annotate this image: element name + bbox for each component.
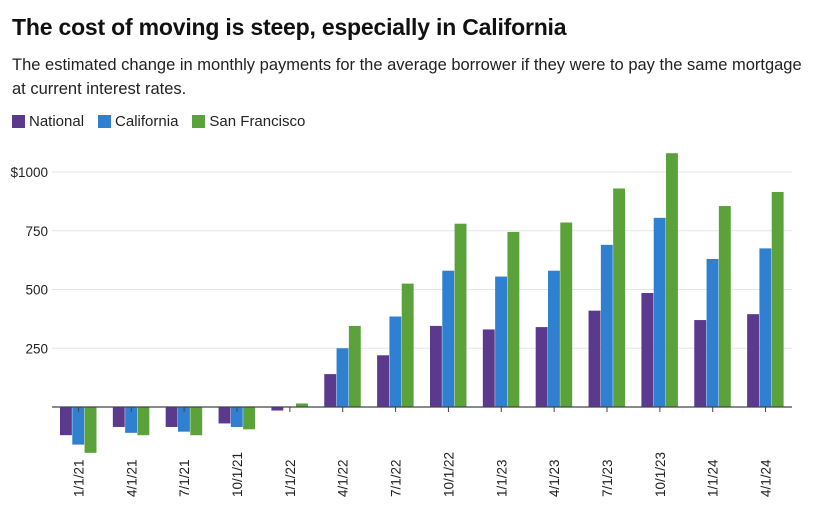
legend-label-national: National: [29, 113, 85, 130]
bar-national-4-1-23: [535, 327, 548, 407]
bar-california-7-1-22: [389, 316, 402, 407]
bar-san-francisco-1-1-23: [507, 231, 520, 407]
bar-national-10-1-21: [218, 407, 231, 424]
legend-swatch-california: [98, 115, 112, 128]
bar-california-4-1-22: [336, 348, 349, 407]
bar-california-4-1-23: [547, 270, 560, 407]
bar-national-4-1-22: [324, 374, 337, 407]
bar-national-10-1-23: [641, 293, 654, 407]
bar-california-7-1-21: [177, 407, 190, 432]
bar-san-francisco-4-1-22: [348, 325, 361, 407]
bar-san-francisco-7-1-21: [190, 407, 203, 436]
bar-national-7-1-23: [588, 310, 601, 407]
legend: National California San Francisco: [12, 113, 305, 130]
bar-california-10-1-22: [442, 270, 455, 407]
bar-national-4-1-21: [112, 407, 125, 427]
bar-san-francisco-4-1-24: [771, 191, 784, 407]
x-tick-label-4-1-23: 4/1/23: [547, 459, 562, 497]
x-tick-label-1-1-24: 1/1/24: [706, 459, 721, 497]
chart-title: The cost of moving is steep, especially …: [12, 14, 567, 40]
bar-california-1-1-23: [495, 276, 508, 407]
bar-san-francisco-1-1-24: [718, 206, 731, 407]
y-tick-label-750: 750: [25, 224, 48, 239]
legend-swatch-san-francisco: [192, 115, 206, 128]
x-tick-label-10-1-22: 10/1/22: [441, 452, 456, 497]
legend-item-san-francisco: San Francisco: [192, 113, 305, 130]
x-tick-label-7-1-23: 7/1/23: [600, 459, 615, 497]
legend-item-california: California: [98, 113, 178, 130]
x-tick-label-1-1-21: 1/1/21: [71, 459, 86, 497]
legend-label-san-francisco: San Francisco: [209, 113, 306, 130]
bar-california-10-1-23: [653, 217, 666, 407]
bar-national-7-1-22: [377, 355, 390, 407]
bar-san-francisco-7-1-23: [613, 188, 626, 407]
x-tick-label-4-1-24: 4/1/24: [759, 459, 774, 497]
x-tick-label-1-1-23: 1/1/23: [494, 459, 509, 497]
bar-national-1-1-23: [482, 329, 495, 407]
bar-california-1-1-24: [706, 258, 719, 407]
bar-california-4-1-21: [125, 407, 138, 433]
bar-california-1-1-21: [72, 407, 85, 445]
x-tick-label-7-1-22: 7/1/22: [389, 459, 404, 497]
bar-national-1-1-21: [59, 407, 72, 436]
bar-national-10-1-22: [429, 325, 442, 407]
y-tick-label-500: 500: [25, 283, 48, 298]
legend-item-national: National: [12, 113, 84, 130]
legend-swatch-national: [12, 115, 25, 128]
x-tick-label-1-1-22: 1/1/22: [283, 459, 298, 497]
x-tick-label-4-1-21: 4/1/21: [124, 459, 139, 497]
legend-label-california: California: [115, 113, 179, 130]
x-tick-label-4-1-22: 4/1/22: [336, 459, 351, 497]
y-tick-label-250: 250: [25, 341, 48, 356]
bar-san-francisco-10-1-21: [243, 407, 256, 430]
bar-san-francisco-1-1-22: [296, 403, 308, 407]
bar-san-francisco-4-1-23: [560, 222, 573, 407]
x-tick-label-7-1-21: 7/1/21: [177, 459, 192, 497]
bar-national-1-1-22: [271, 407, 284, 411]
bar-san-francisco-10-1-23: [666, 153, 678, 407]
bar-national-7-1-21: [165, 407, 178, 427]
bar-california-10-1-21: [230, 407, 243, 427]
bar-san-francisco-4-1-21: [137, 407, 150, 436]
bar-san-francisco-7-1-22: [401, 283, 414, 407]
y-tick-label-1000: $1000: [10, 165, 48, 180]
bar-national-1-1-24: [694, 320, 707, 407]
bar-san-francisco-1-1-21: [84, 407, 97, 453]
bar-california-7-1-23: [600, 244, 613, 407]
bar-national-4-1-24: [747, 314, 760, 407]
x-tick-label-10-1-23: 10/1/23: [653, 452, 668, 497]
chart-subtitle: The estimated change in monthly payments…: [12, 56, 802, 98]
x-tick-label-10-1-21: 10/1/21: [230, 452, 245, 497]
bar-california-4-1-24: [759, 248, 772, 407]
bar-san-francisco-10-1-22: [454, 223, 467, 407]
